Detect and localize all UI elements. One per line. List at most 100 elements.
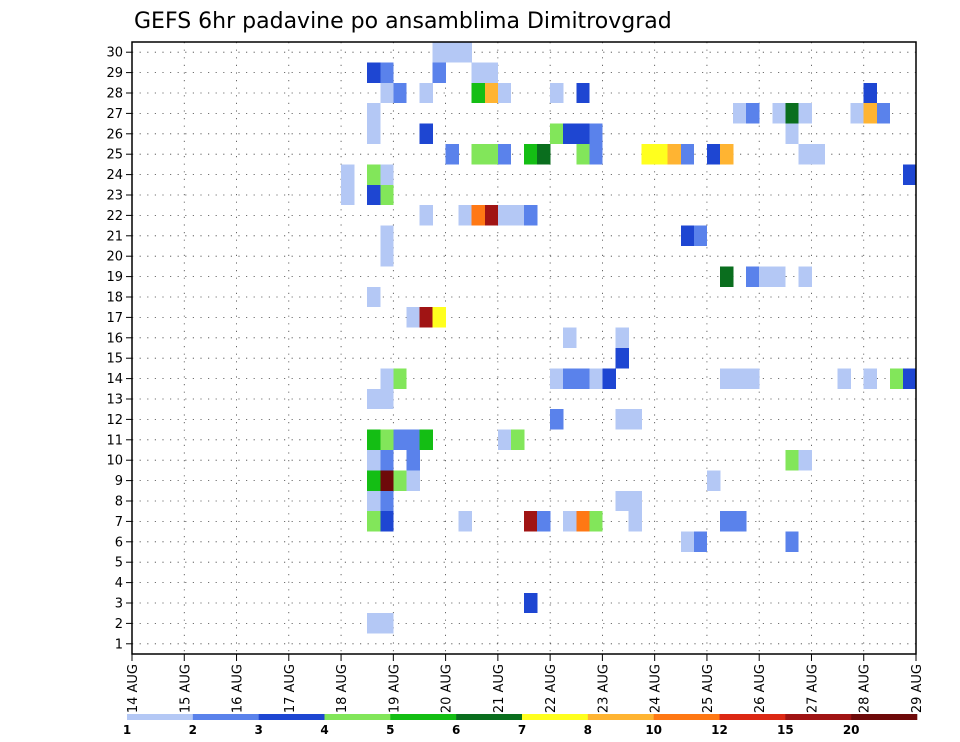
- heatmap-cell: [406, 470, 420, 491]
- heatmap-cell: [380, 246, 394, 267]
- legend-label: 7: [518, 723, 526, 737]
- heatmap-cell: [471, 205, 486, 226]
- x-tick-label: 29 AUG: [910, 664, 925, 713]
- heatmap-cell: [380, 450, 394, 471]
- legend-label: 2: [189, 723, 197, 737]
- heatmap-cell: [720, 144, 734, 165]
- x-tick-label: 14 AUG: [126, 664, 141, 713]
- heatmap-cell: [341, 164, 355, 185]
- legend-label: 4: [320, 723, 328, 737]
- heatmap-cell: [550, 409, 564, 430]
- x-tick-label: 17 AUG: [283, 664, 298, 713]
- heatmap-cell: [772, 103, 786, 124]
- heatmap-cell: [902, 164, 917, 185]
- heatmap-cell: [497, 429, 512, 450]
- heatmap-cell: [510, 205, 525, 226]
- heatmap-cell: [367, 184, 381, 206]
- heatmap-cell: [367, 450, 381, 471]
- heatmap-cell: [510, 429, 525, 450]
- y-tick-label: 8: [115, 495, 123, 510]
- heatmap-cell: [367, 164, 381, 185]
- legend-swatch: [456, 714, 523, 720]
- heatmap-cell: [733, 511, 747, 532]
- heatmap-cell: [419, 429, 433, 450]
- x-tick-label: 25 AUG: [701, 664, 716, 713]
- heatmap-cell: [550, 368, 564, 389]
- heatmap-cell: [419, 307, 433, 328]
- heatmap-cell: [563, 327, 577, 348]
- heatmap-cell: [393, 82, 407, 104]
- y-tick-label: 6: [115, 535, 123, 550]
- x-tick-label: 24 AUG: [649, 664, 664, 713]
- x-tick-label: 19 AUG: [387, 664, 402, 713]
- y-tick-label: 23: [106, 189, 123, 204]
- heatmap-cell: [380, 490, 394, 512]
- heatmap-cell: [484, 144, 499, 165]
- heatmap-cell: [367, 103, 381, 124]
- heatmap-cell: [746, 266, 760, 287]
- legend-swatch: [851, 714, 918, 720]
- heatmap-cell: [524, 592, 538, 614]
- y-tick-label: 2: [115, 617, 123, 632]
- heatmap-cell: [785, 103, 799, 124]
- heatmap-cell: [576, 511, 590, 532]
- legend-label: 20: [843, 723, 860, 737]
- heatmap-cell: [720, 368, 734, 389]
- heatmap-cell: [863, 82, 878, 104]
- heatmap-cell: [798, 144, 812, 165]
- heatmap-cell: [576, 82, 590, 104]
- heatmap-cell: [746, 368, 760, 389]
- heatmap-cell: [367, 388, 381, 410]
- heatmap-cell: [419, 123, 433, 144]
- heatmap-cell: [563, 123, 577, 144]
- heatmap-cell: [798, 103, 812, 124]
- heatmap-cell: [432, 62, 446, 83]
- heatmap-cell: [471, 82, 486, 104]
- heatmap-cell: [706, 470, 721, 491]
- y-tick-label: 15: [106, 352, 123, 367]
- y-tick-label: 26: [106, 127, 123, 142]
- heatmap-cell: [615, 409, 629, 430]
- heatmap-cell: [628, 409, 642, 430]
- heatmap-cell: [733, 103, 747, 124]
- heatmap-cell: [524, 205, 538, 226]
- y-tick-label: 29: [106, 66, 123, 81]
- heatmap-cell: [445, 42, 459, 63]
- legend-label: 5: [386, 723, 394, 737]
- heatmap-cell: [589, 511, 603, 532]
- heatmap-cell: [524, 511, 538, 532]
- heatmap-cell: [380, 429, 394, 450]
- y-tick-label: 10: [106, 454, 123, 469]
- heatmap-cell: [380, 82, 394, 104]
- heatmap-cell: [811, 144, 825, 165]
- legend-label: 12: [711, 723, 728, 737]
- heatmap-cell: [419, 205, 433, 226]
- legend-label: 15: [777, 723, 794, 737]
- y-tick-label: 22: [106, 209, 123, 224]
- heatmap-cell: [654, 144, 669, 165]
- heatmap-cell: [380, 388, 394, 410]
- y-tick-label: 18: [106, 291, 123, 306]
- legend-label: 8: [584, 723, 592, 737]
- x-tick-label: 20 AUG: [440, 664, 455, 713]
- heatmap-cell: [589, 144, 603, 165]
- legend-swatch: [653, 714, 720, 720]
- y-axis: 1234567891011121314151617181920212223242…: [106, 46, 132, 652]
- color-legend: 1 2 3 4 5 6 7 8 10 12 15 20: [123, 714, 918, 737]
- heatmap-cell: [380, 184, 394, 206]
- heatmap-cell: [576, 144, 590, 165]
- legend-label: 10: [645, 723, 662, 737]
- heatmap-cell: [589, 123, 603, 144]
- heatmap-cell: [563, 368, 577, 389]
- legend-swatch: [258, 714, 325, 720]
- heatmap-cell: [497, 144, 512, 165]
- y-tick-label: 4: [115, 576, 123, 591]
- heatmap-cell: [380, 164, 394, 185]
- y-tick-label: 1: [115, 637, 123, 652]
- heatmap-cell: [772, 266, 786, 287]
- legend-swatch: [390, 714, 457, 720]
- heatmap-cell: [615, 327, 629, 348]
- heatmap-cell: [785, 450, 799, 471]
- heatmap-cell: [537, 144, 551, 165]
- heatmap-cell: [863, 103, 878, 124]
